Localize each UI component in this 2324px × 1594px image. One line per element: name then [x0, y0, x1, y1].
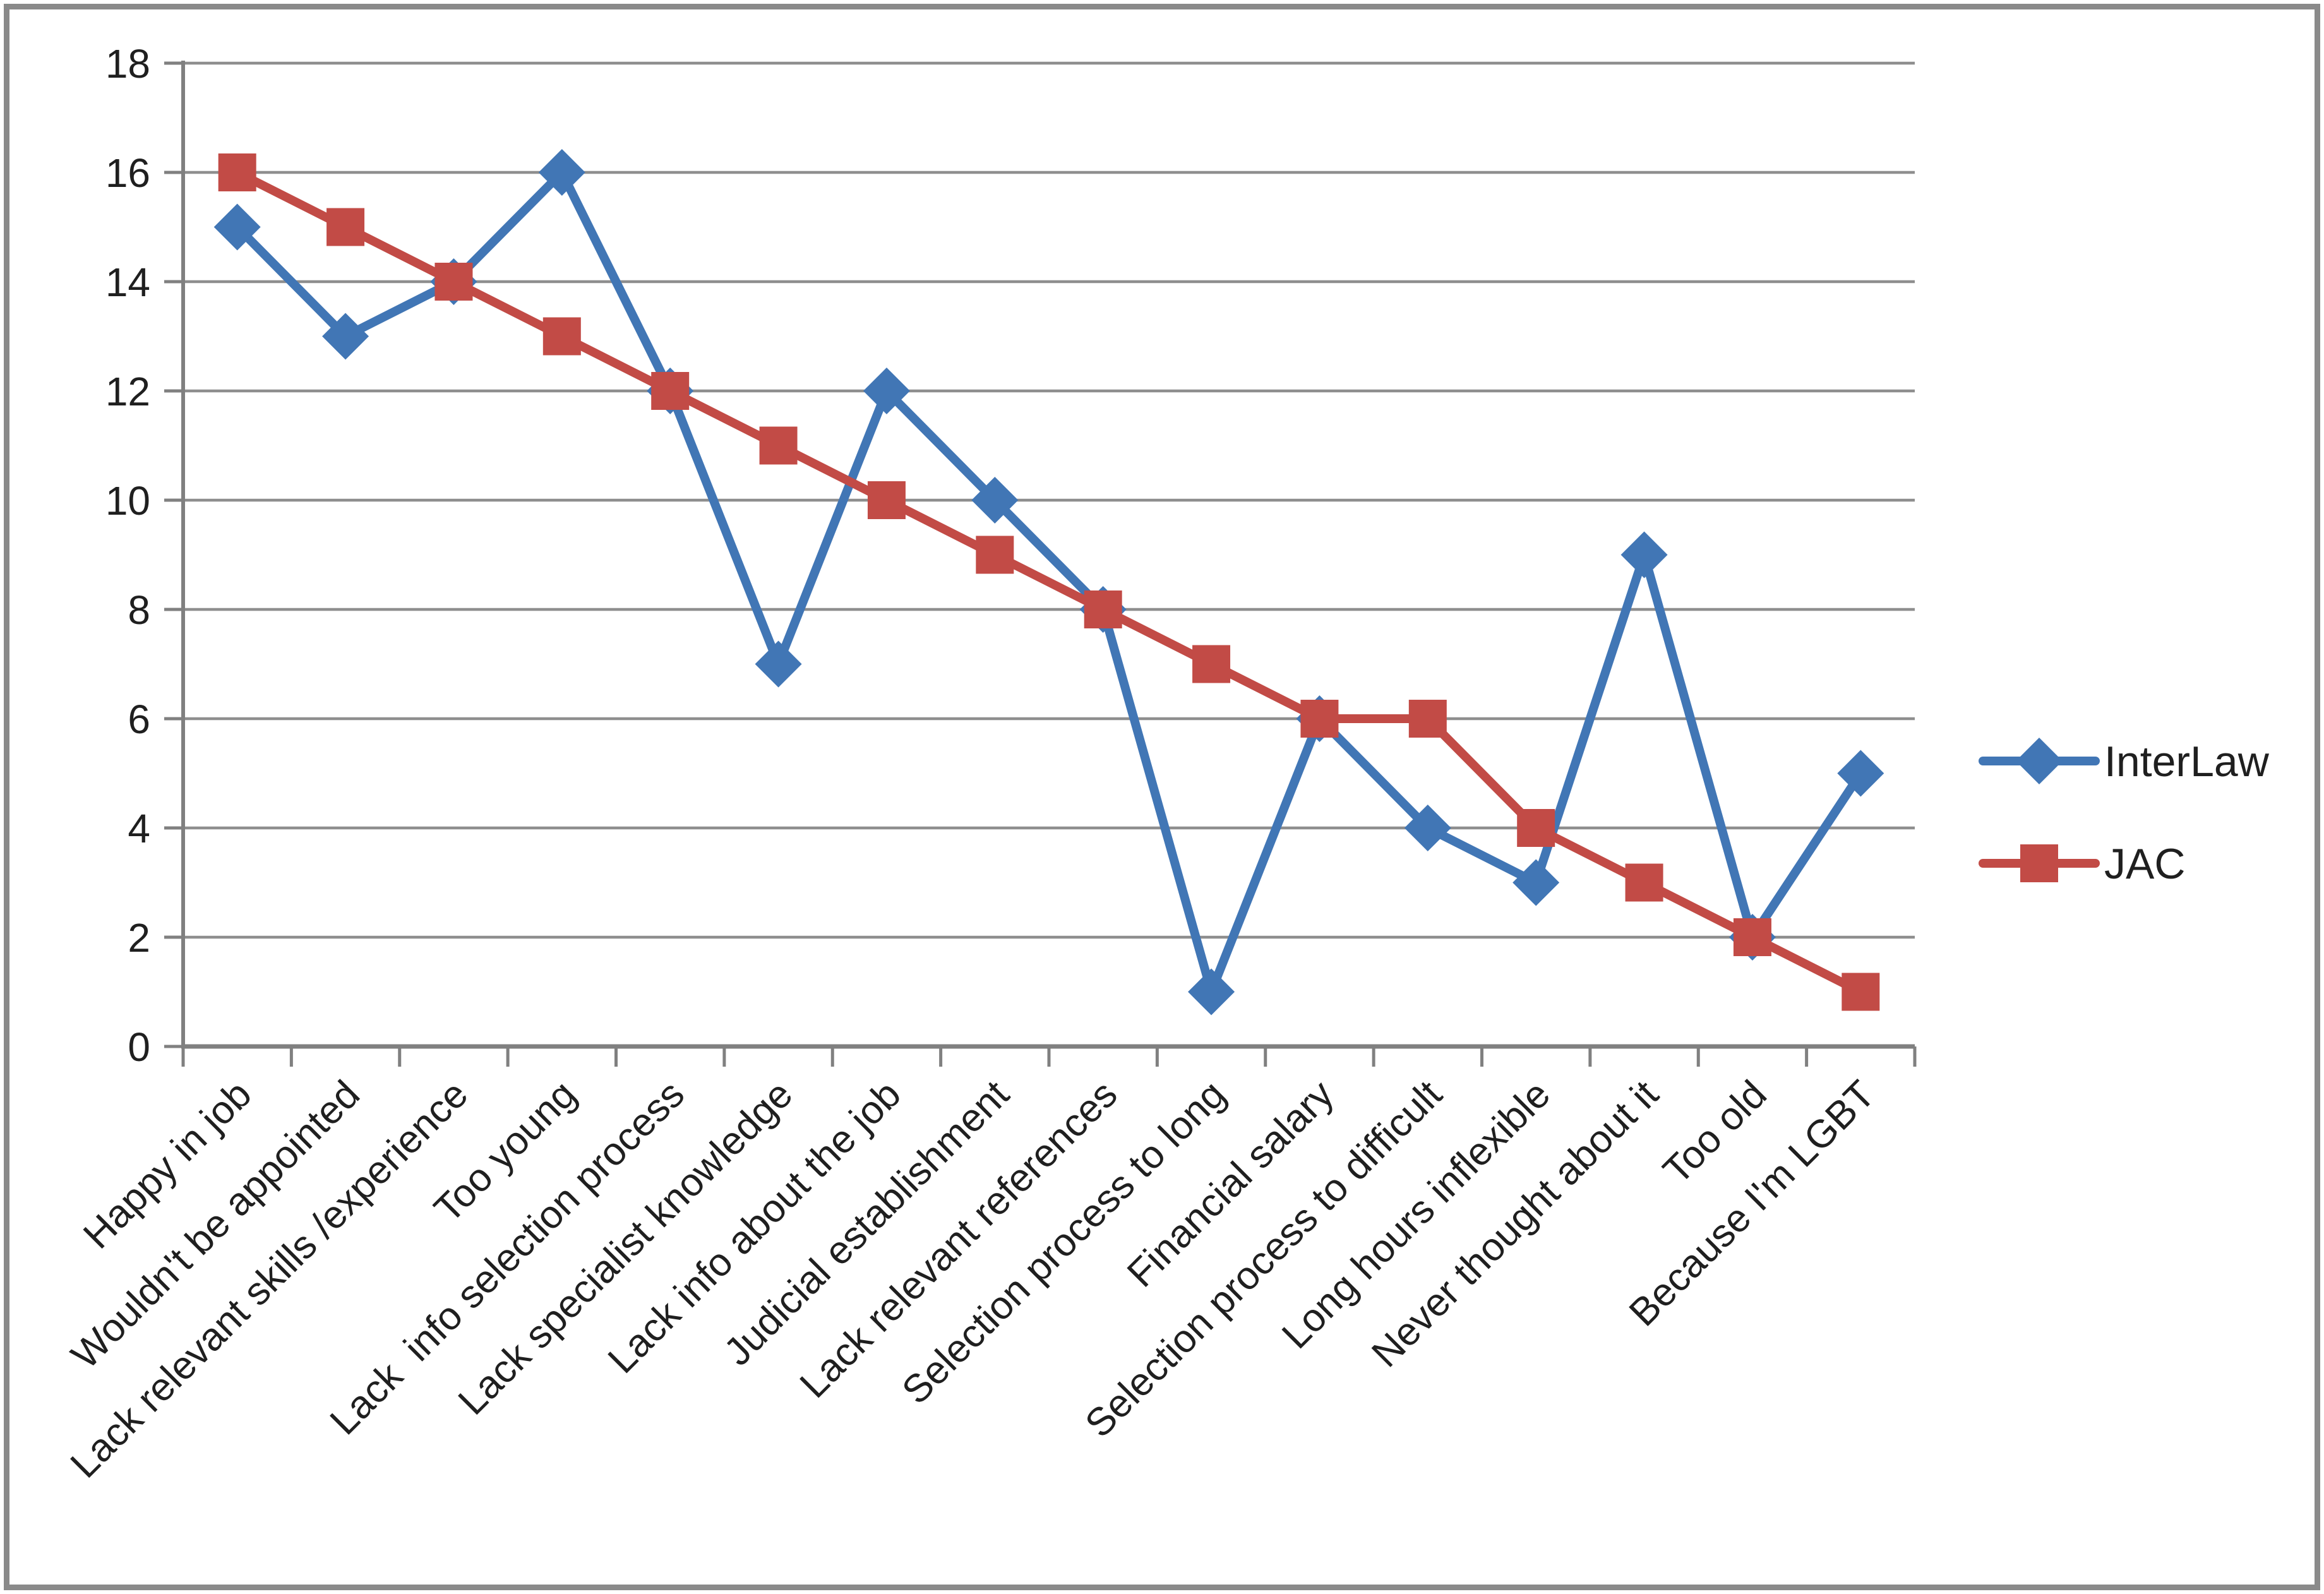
data-point-jac [1517, 809, 1555, 847]
y-tick-label: 2 [128, 915, 150, 961]
data-point-jac [1408, 700, 1447, 738]
data-point-jac [218, 153, 256, 191]
y-tick-label: 14 [105, 260, 150, 305]
legend-marker-square [2020, 844, 2058, 882]
data-point-jac [1733, 918, 1771, 956]
y-tick-label: 8 [128, 587, 150, 633]
legend-label: JAC [2104, 840, 2185, 888]
category-label: Lack relevant skills /experience [63, 1072, 477, 1487]
data-point-interlaw [863, 368, 910, 414]
legend-item-interlaw: InterLaw [1979, 738, 2270, 786]
data-point-jac [1300, 700, 1339, 738]
screenshot-border-frame [4, 4, 2320, 1590]
y-tick-label: 4 [128, 806, 150, 851]
data-point-jac [1625, 863, 1663, 902]
legend-marker-diamond [2016, 738, 2063, 784]
data-point-jac [434, 263, 473, 301]
data-point-jac [1842, 973, 1880, 1011]
data-point-interlaw [971, 477, 1019, 524]
data-point-jac [976, 536, 1014, 574]
axes-group [164, 61, 1917, 1067]
legend-label: InterLaw [2104, 738, 2270, 786]
gridlines-group [183, 61, 1915, 939]
data-point-jac [326, 208, 365, 246]
y-tick-label: 18 [105, 41, 150, 87]
data-point-interlaw [1188, 968, 1235, 1016]
series-line-jac [232, 168, 1866, 997]
y-tick-label: 10 [105, 478, 150, 524]
series-jac [218, 153, 1880, 1011]
data-point-interlaw [1512, 859, 1560, 906]
data-point-jac [542, 317, 581, 356]
legend-item-jac: JAC [1979, 840, 2185, 888]
y-tick-label: 0 [128, 1024, 150, 1070]
data-point-jac [759, 426, 798, 465]
y-tick-label: 6 [128, 697, 150, 742]
data-point-interlaw [1620, 531, 1668, 578]
data-point-interlaw [755, 640, 802, 688]
data-point-interlaw [538, 149, 585, 196]
y-tick-label: 12 [105, 369, 150, 414]
series-line-interlaw [232, 168, 1866, 997]
legend: InterLaw JAC [1979, 738, 2270, 888]
data-point-interlaw [322, 313, 369, 360]
data-point-interlaw [1404, 805, 1451, 851]
series-group [213, 149, 1884, 1016]
data-point-jac [651, 372, 690, 410]
y-tick-label: 16 [105, 150, 150, 196]
y-axis-tick-labels: 0 2 4 6 8 10 12 14 16 18 [105, 41, 150, 1070]
data-point-jac [1192, 645, 1231, 683]
data-point-interlaw [1837, 750, 1884, 797]
data-point-jac [867, 481, 906, 519]
data-point-jac [1084, 590, 1122, 628]
data-point-interlaw [213, 203, 261, 251]
